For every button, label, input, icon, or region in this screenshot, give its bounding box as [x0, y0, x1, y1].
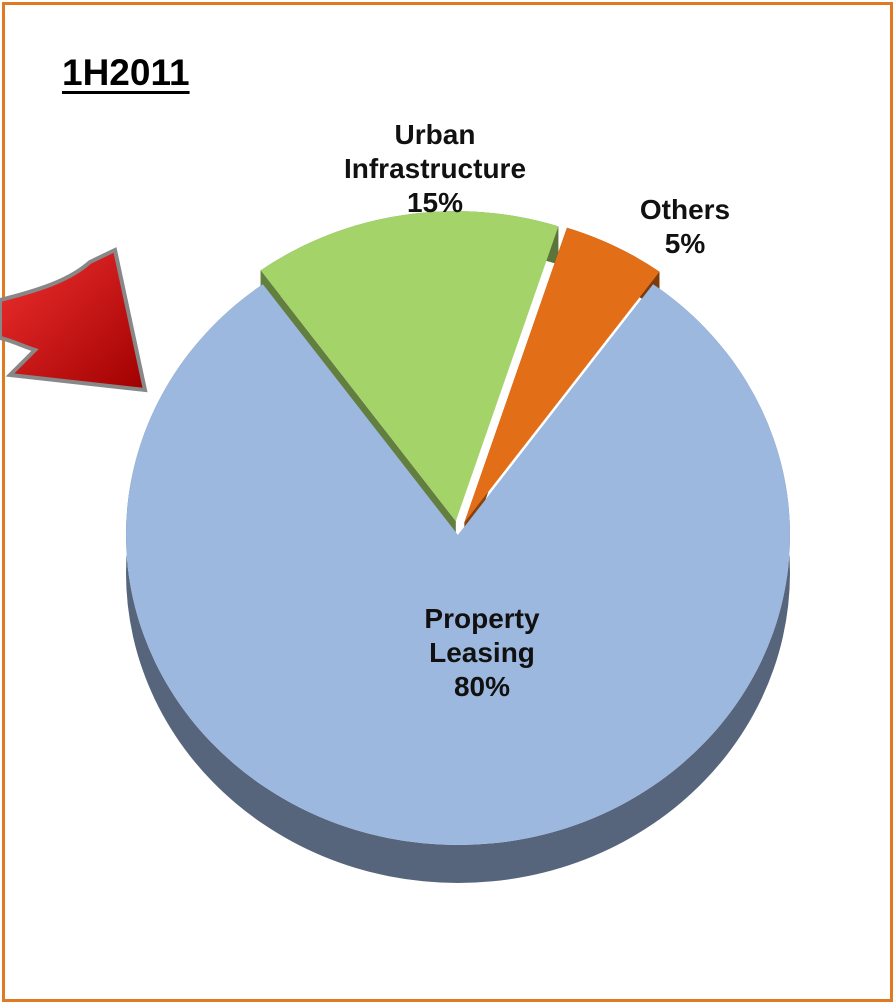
- pie-slice: [464, 227, 660, 523]
- category-name: Urban Infrastructure: [343, 119, 527, 184]
- slice-label: Others 5%: [595, 193, 775, 261]
- value-label: 15%: [406, 187, 464, 218]
- value-label: 80%: [453, 671, 511, 702]
- category-name: Others: [639, 194, 731, 225]
- pie-slice: [260, 211, 559, 522]
- category-name: Property Leasing: [424, 603, 540, 668]
- decorative-arrow: [0, 247, 148, 393]
- chart-title: 1H2011: [62, 52, 190, 93]
- value-label: 5%: [664, 228, 706, 259]
- pie-slice: [125, 284, 791, 846]
- slice-label: Property Leasing 80%: [392, 602, 572, 704]
- slice-label: Urban Infrastructure 15%: [315, 118, 555, 220]
